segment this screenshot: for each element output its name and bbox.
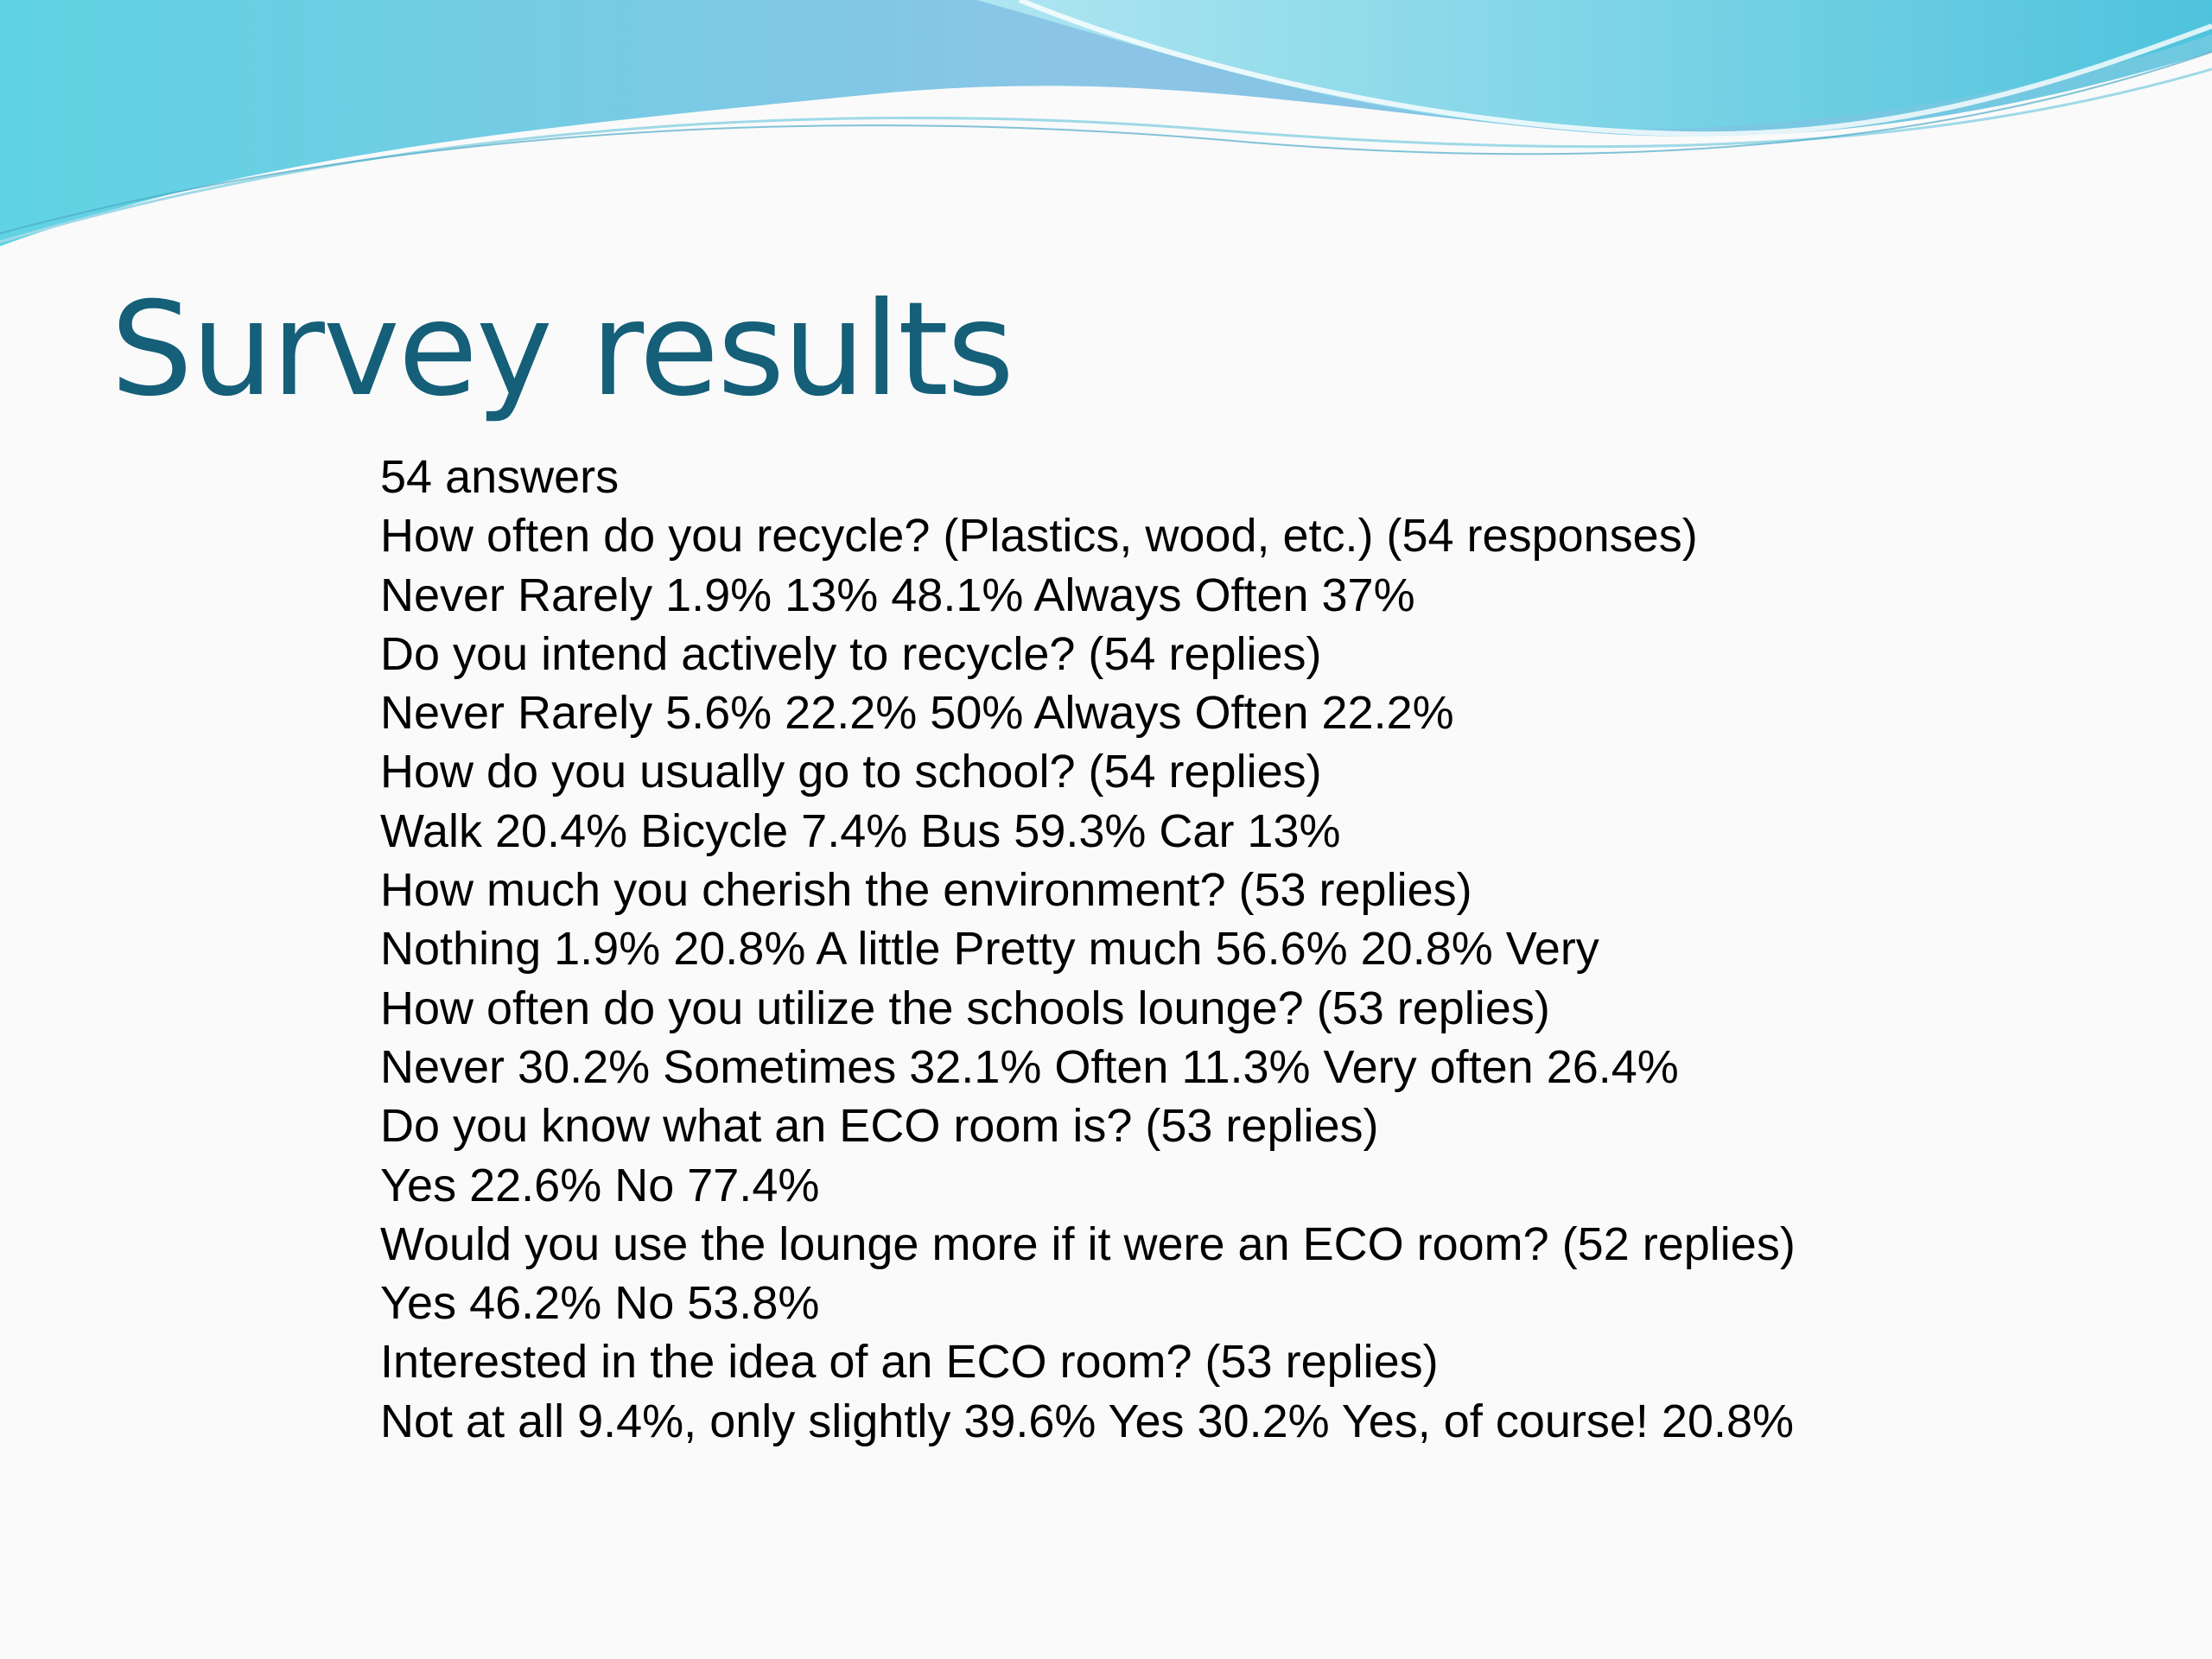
wave-decoration (0, 0, 2212, 246)
survey-line: Do you know what an ECO room is? (53 rep… (380, 1100, 1379, 1153)
survey-line: How do you usually go to school? (54 rep… (380, 746, 1322, 798)
survey-line: Never Rarely 1.9% 13% 48.1% Always Often… (380, 569, 1415, 621)
survey-line: Do you intend actively to recycle? (54 r… (380, 627, 1322, 680)
survey-line: Would you use the lounge more if it were… (380, 1217, 1796, 1270)
survey-line: How often do you recycle? (Plastics, woo… (380, 510, 1698, 563)
survey-line: Never 30.2% Sometimes 32.1% Often 11.3% … (380, 1040, 1679, 1093)
survey-line: Yes 22.6% No 77.4% (380, 1159, 820, 1211)
survey-line: How much you cherish the environment? (5… (380, 864, 1472, 917)
survey-line: Not at all 9.4%, only slightly 39.6% Yes… (380, 1395, 1795, 1447)
survey-line: Interested in the idea of an ECO room? (… (380, 1336, 1439, 1389)
survey-line: Walk 20.4% Bicycle 7.4% Bus 59.3% Car 13… (380, 804, 1341, 857)
survey-line: Yes 46.2% No 53.8% (380, 1277, 820, 1330)
survey-line: Never Rarely 5.6% 22.2% 50% Always Often… (380, 687, 1454, 740)
survey-line: How often do you utilize the schools lou… (380, 982, 1550, 1034)
slide-title: Survey results (111, 275, 1014, 425)
survey-line: 54 answers (380, 451, 620, 503)
survey-line: Nothing 1.9% 20.8% A little Pretty much … (380, 923, 1599, 976)
survey-lines: 54 answers How often do you recycle? (Pla… (380, 448, 1796, 1451)
